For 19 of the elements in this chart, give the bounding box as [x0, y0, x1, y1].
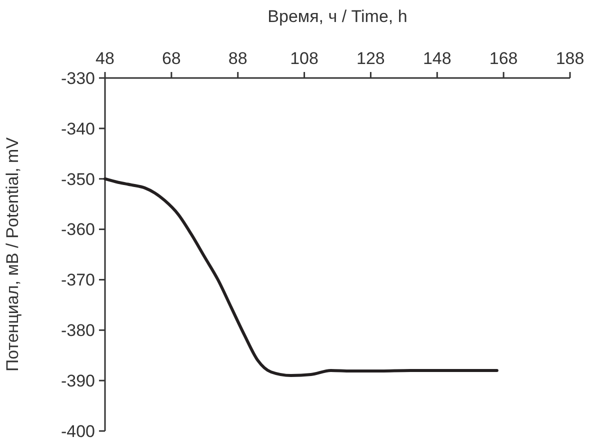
- y-tick-label: -390: [60, 372, 95, 391]
- x-tick-label: 88: [228, 49, 248, 68]
- x-tick-label: 148: [422, 49, 452, 68]
- y-axis-title: Потенциал, мВ / Potential, mV: [3, 136, 22, 372]
- x-tick-label: 108: [290, 49, 318, 68]
- y-tick-label: -400: [60, 422, 95, 439]
- x-tick-label: 168: [489, 49, 518, 68]
- x-tick-label: 128: [356, 49, 385, 68]
- y-tick-label: -340: [60, 119, 95, 138]
- y-tick-label: -370: [60, 270, 95, 290]
- y-tick-label: -360: [60, 220, 95, 240]
- y-tick-label: -330: [60, 68, 95, 88]
- y-tick-label: -380: [60, 321, 95, 340]
- x-tick-label: 68: [162, 49, 181, 68]
- line-series: [104, 177, 498, 378]
- y-tick-label: -350: [60, 170, 95, 189]
- x-tick-label: 48: [96, 49, 114, 68]
- x-tick-label: 188: [556, 49, 584, 68]
- x-axis-title: Время, ч / Time, h: [268, 7, 408, 26]
